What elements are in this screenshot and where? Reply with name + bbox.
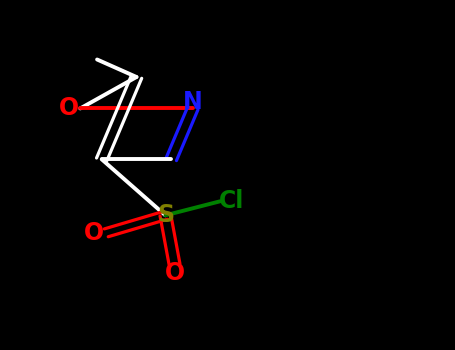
Text: O: O (164, 261, 185, 285)
Text: O: O (83, 221, 104, 245)
Text: S: S (157, 203, 174, 227)
Text: Cl: Cl (219, 189, 244, 213)
Text: N: N (183, 90, 202, 114)
Text: O: O (59, 97, 79, 120)
